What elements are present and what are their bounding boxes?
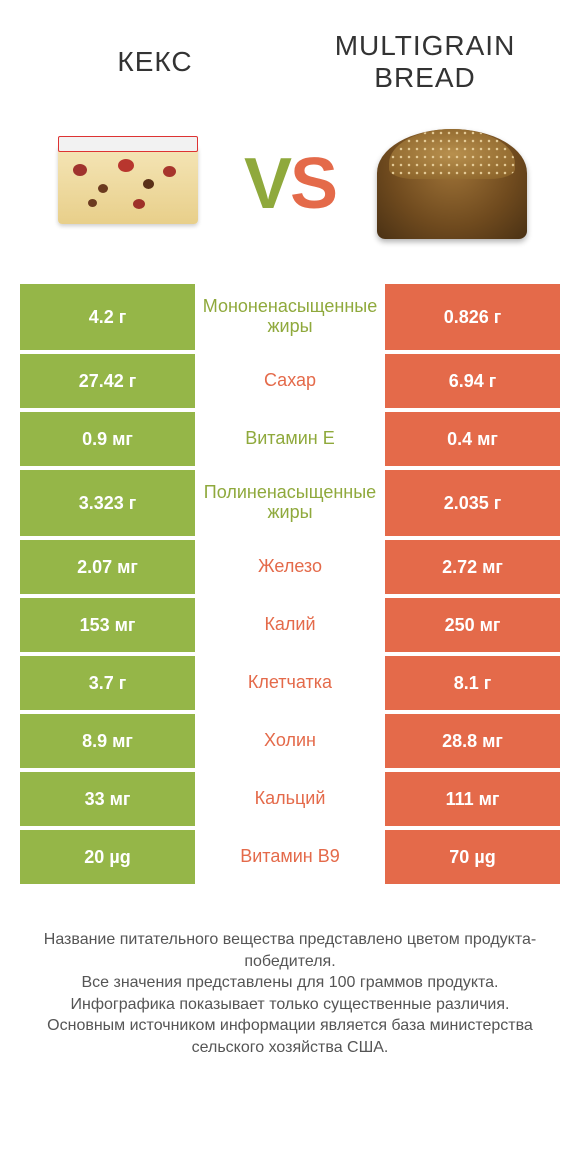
left-product-image [48, 124, 208, 244]
nutrient-label: Сахар [195, 354, 385, 408]
footnote-line: Название питательного вещества представл… [20, 929, 560, 972]
left-value-cell: 2.07 мг [20, 540, 195, 594]
left-value-cell: 20 µg [20, 830, 195, 884]
right-value-cell: 111 мг [385, 772, 560, 826]
nutrient-label: Холин [195, 714, 385, 768]
right-value-cell: 6.94 г [385, 354, 560, 408]
table-row: 2.07 мгЖелезо2.72 мг [20, 540, 560, 594]
nutrient-label: Калий [195, 598, 385, 652]
vs-label: VS [244, 143, 336, 225]
table-row: 3.323 гПолиненасыщенные жиры2.035 г [20, 470, 560, 536]
nutrient-label: Полиненасыщенные жиры [195, 470, 385, 536]
right-value-cell: 2.72 мг [385, 540, 560, 594]
right-value-cell: 8.1 г [385, 656, 560, 710]
table-row: 153 мгКалий250 мг [20, 598, 560, 652]
right-value-cell: 70 µg [385, 830, 560, 884]
left-value-cell: 3.323 г [20, 470, 195, 536]
right-value-cell: 250 мг [385, 598, 560, 652]
footnote: Название питательного вещества представл… [20, 929, 560, 1059]
left-value-cell: 153 мг [20, 598, 195, 652]
nutrient-label: Кальций [195, 772, 385, 826]
nutrient-label: Мононенасыщенные жиры [195, 284, 385, 350]
left-value-cell: 8.9 мг [20, 714, 195, 768]
footnote-line: Инфографика показывает только существенн… [20, 994, 560, 1016]
footnote-line: Все значения представлены для 100 граммо… [20, 972, 560, 994]
right-value-cell: 0.826 г [385, 284, 560, 350]
footnote-line: Основным источником информации является … [20, 1015, 560, 1058]
left-value-cell: 33 мг [20, 772, 195, 826]
nutrient-label: Витамин E [195, 412, 385, 466]
vs-row: VS [0, 104, 580, 284]
nutrient-label: Железо [195, 540, 385, 594]
table-row: 33 мгКальций111 мг [20, 772, 560, 826]
cake-icon [58, 144, 198, 224]
right-value-cell: 0.4 мг [385, 412, 560, 466]
comparison-table: 4.2 гМононенасыщенные жиры0.826 г27.42 г… [20, 284, 560, 884]
left-value-cell: 3.7 г [20, 656, 195, 710]
left-product-title: КЕКС [20, 46, 290, 78]
table-row: 20 µgВитамин B970 µg [20, 830, 560, 884]
left-value-cell: 0.9 мг [20, 412, 195, 466]
table-row: 3.7 гКлетчатка8.1 г [20, 656, 560, 710]
table-row: 4.2 гМононенасыщенные жиры0.826 г [20, 284, 560, 350]
left-value-cell: 27.42 г [20, 354, 195, 408]
right-value-cell: 2.035 г [385, 470, 560, 536]
nutrient-label: Клетчатка [195, 656, 385, 710]
right-product-image [372, 124, 532, 244]
bread-icon [377, 129, 527, 239]
nutrient-label: Витамин B9 [195, 830, 385, 884]
table-row: 8.9 мгХолин28.8 мг [20, 714, 560, 768]
table-row: 0.9 мгВитамин E0.4 мг [20, 412, 560, 466]
right-product-title: Multigrain bread [290, 30, 560, 94]
header: КЕКС Multigrain bread [0, 0, 580, 104]
right-value-cell: 28.8 мг [385, 714, 560, 768]
table-row: 27.42 гСахар6.94 г [20, 354, 560, 408]
left-value-cell: 4.2 г [20, 284, 195, 350]
